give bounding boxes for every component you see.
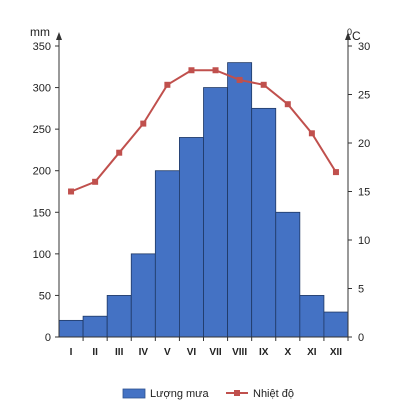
bar-I (58, 319, 84, 338)
x-tick-label-XII: XII (330, 347, 342, 358)
temperature-line (68, 67, 339, 195)
x-tick-label-III: III (115, 347, 124, 358)
x-tick-label-I: I (70, 347, 73, 358)
right-tick-label: 0 (358, 332, 364, 344)
right-tick-label: 25 (358, 90, 370, 102)
bar-V (154, 170, 180, 338)
x-tick-label-IX: IX (259, 347, 269, 358)
right-tick-label: 5 (358, 284, 364, 296)
right-tick-label: 20 (358, 138, 370, 150)
bar-IX (251, 107, 277, 338)
temperature-point-VI (188, 67, 195, 74)
temperature-point-II (92, 178, 99, 185)
left-axis-unit: mm (30, 25, 50, 39)
bar-X (275, 211, 301, 338)
left-axis-arrow (56, 32, 62, 40)
right-tick-label: 15 (358, 187, 370, 199)
bar-III (106, 295, 132, 338)
bar-VIII (227, 62, 253, 338)
left-tick-label: 350 (33, 41, 51, 53)
temperature-point-VIII (236, 76, 243, 83)
temperature-point-III (116, 149, 123, 156)
legend-swatch-precipitation (122, 388, 146, 399)
legend-label-precipitation: Lượng mưa (150, 388, 210, 400)
left-tick-label: 50 (39, 290, 51, 302)
temperature-polyline (70, 69, 337, 193)
x-tick-label-IV: IV (139, 347, 149, 358)
temperature-point-I (68, 188, 75, 195)
temperature-point-IV (140, 120, 147, 127)
temperature-point-XII (332, 169, 339, 176)
bar-XI (299, 295, 325, 338)
right-tick-label: 30 (358, 41, 370, 53)
x-tick-label-V: V (164, 347, 171, 358)
temperature-point-IX (260, 81, 267, 88)
x-tick-label-VIII: VIII (232, 347, 247, 358)
bar-VI (179, 137, 204, 338)
right-axis-arrow (345, 32, 351, 40)
temperature-point-X (284, 101, 291, 108)
right-tick-label: 10 (358, 235, 370, 247)
legend-swatch-temperature-marker (234, 390, 240, 396)
bar-IV (130, 253, 156, 338)
x-tick-label-XI: XI (307, 347, 317, 358)
left-tick-label: 250 (33, 124, 51, 136)
x-tick-label-II: II (92, 347, 98, 358)
temperature-point-VII (212, 67, 219, 74)
legend-label-temperature: Nhiệt độ (253, 388, 294, 400)
bar-XII (323, 311, 349, 338)
x-tick-label-VI: VI (187, 347, 197, 358)
temperature-point-XI (308, 130, 315, 137)
right-axis-unit: 0C (347, 27, 361, 43)
left-tick-label: 0 (45, 332, 51, 344)
bar-VII (203, 87, 228, 338)
legend: Lượng mưa Nhiệt độ (122, 388, 294, 400)
left-tick-label: 150 (33, 207, 51, 219)
left-tick-label: 100 (33, 249, 51, 261)
x-tick-label-X: X (284, 347, 291, 358)
precipitation-bars (58, 62, 349, 338)
left-tick-label: 200 (33, 166, 51, 178)
temperature-point-V (164, 81, 171, 88)
left-tick-label: 300 (33, 83, 51, 95)
x-tick-label-VII: VII (209, 347, 221, 358)
bar-II (82, 315, 108, 338)
